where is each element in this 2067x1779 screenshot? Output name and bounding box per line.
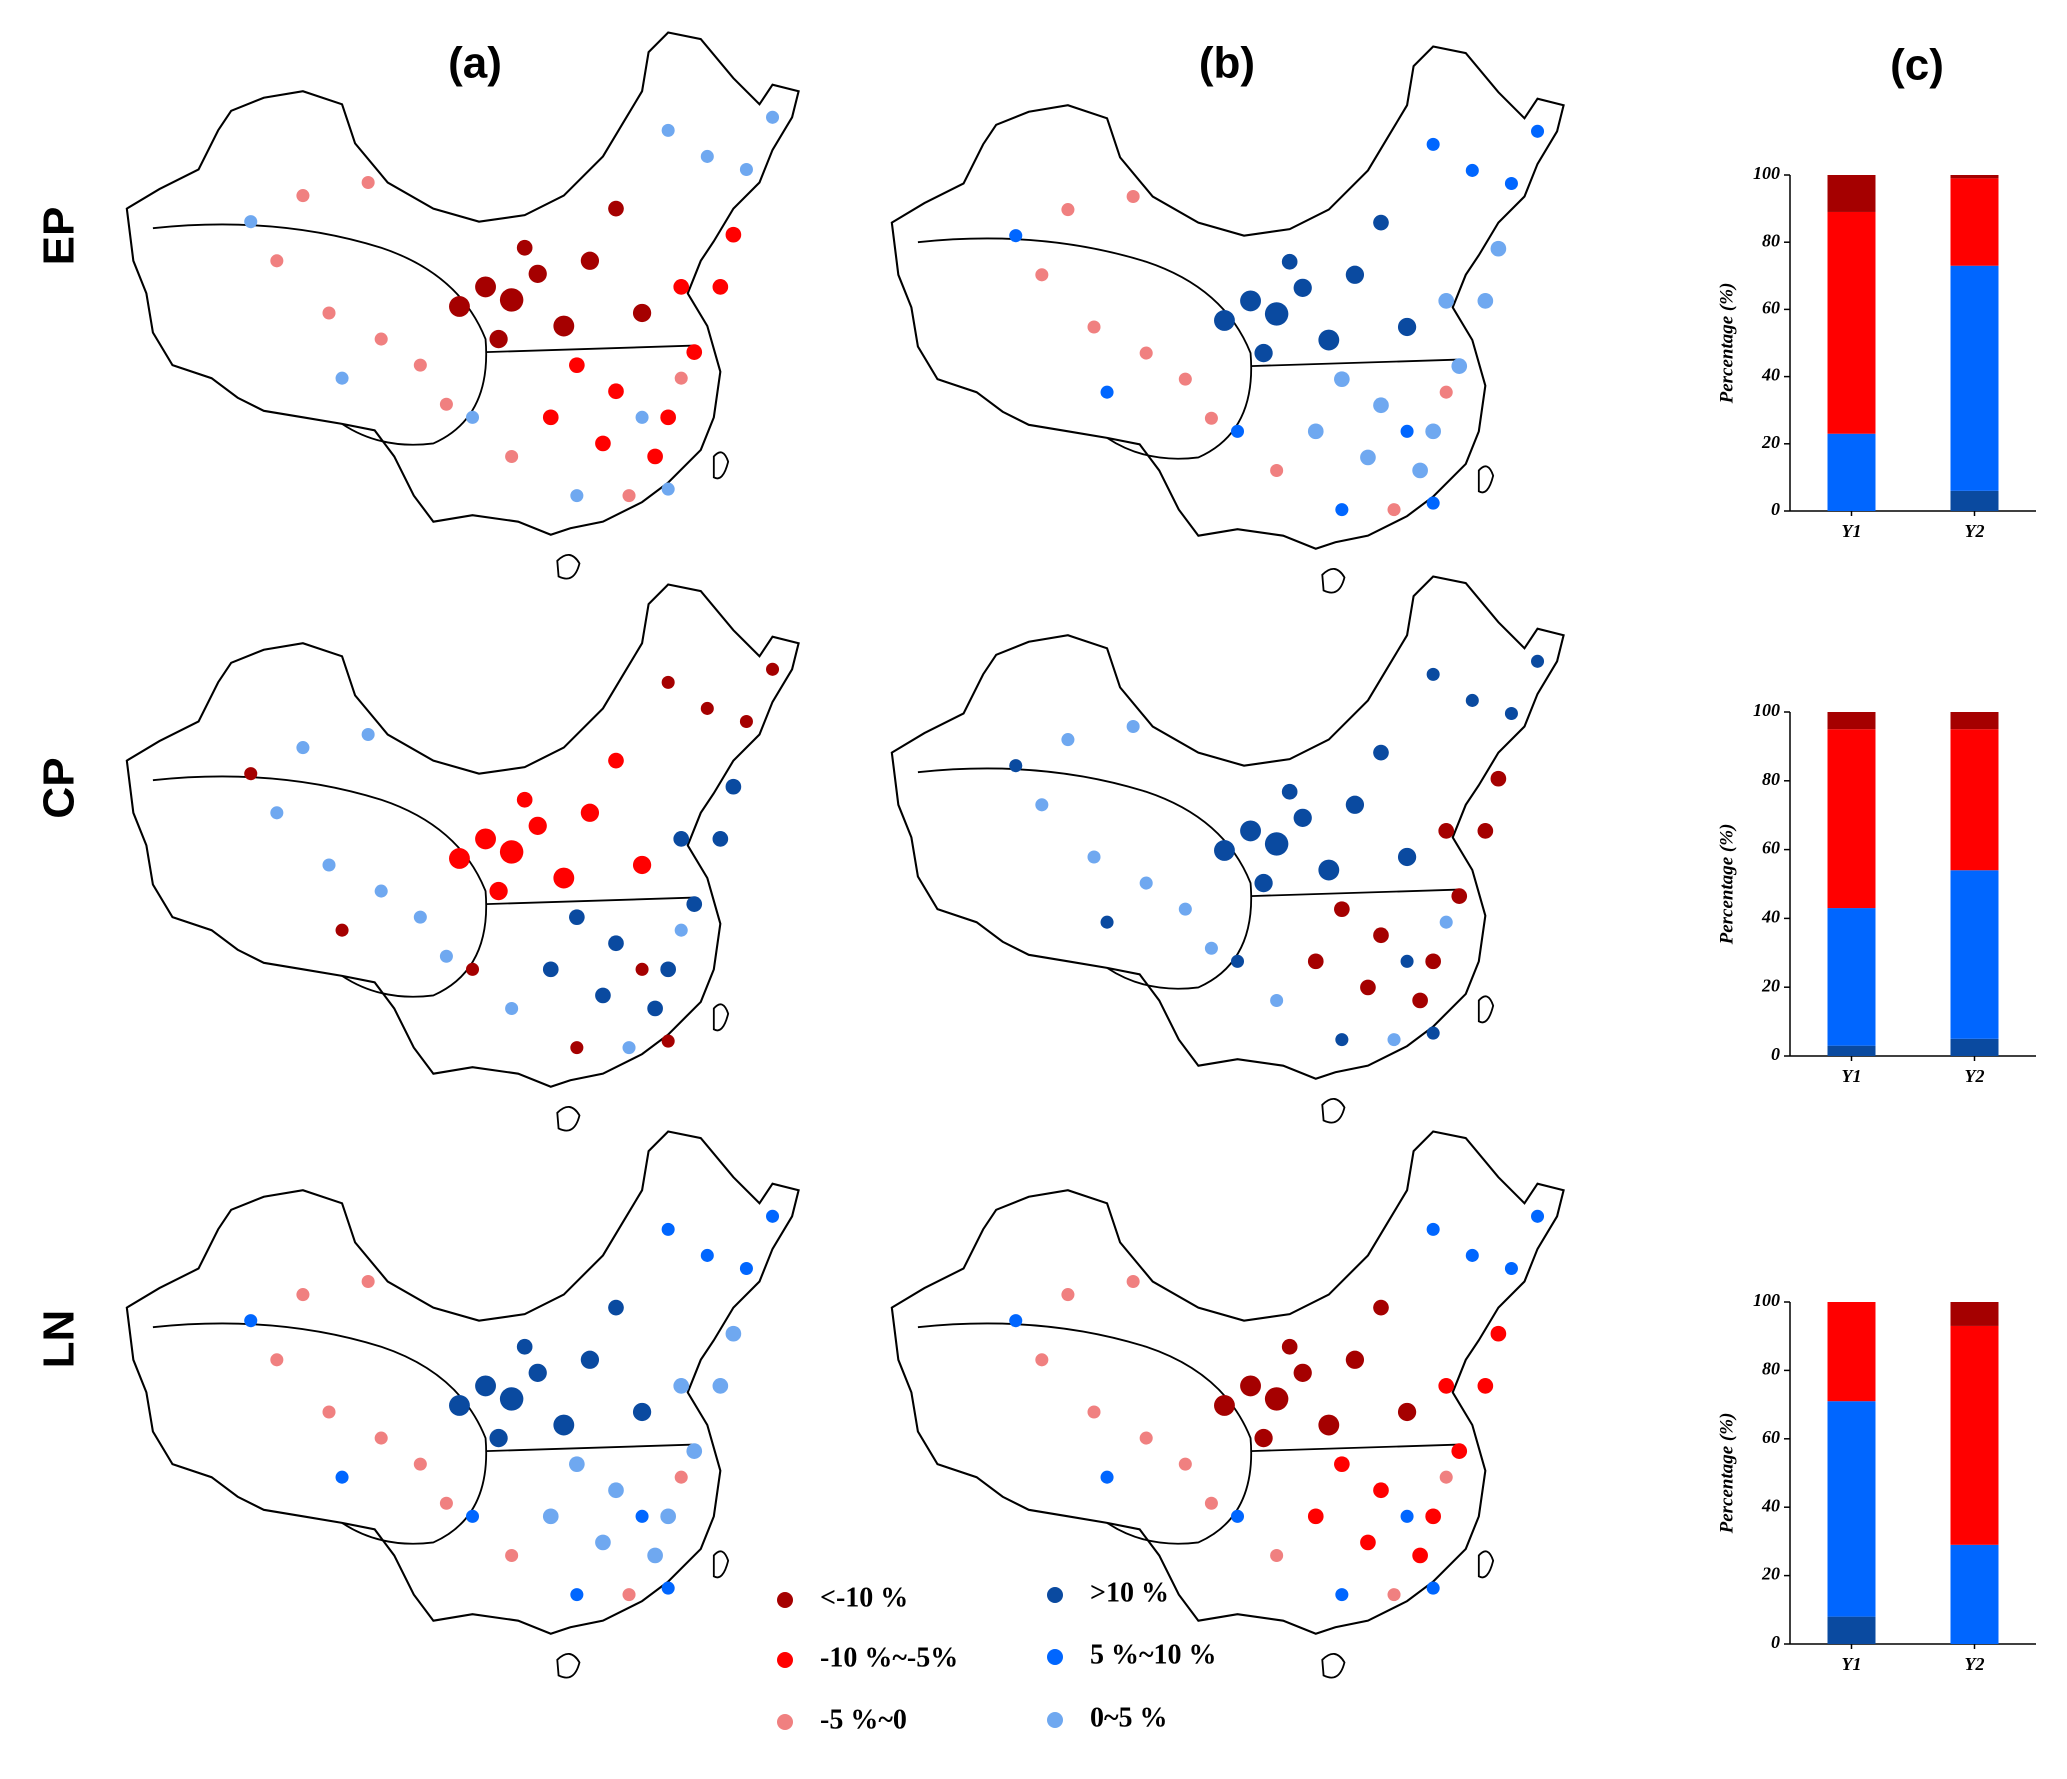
y-tick-label: 100 xyxy=(1753,700,1780,720)
bar-segment xyxy=(1827,908,1876,1046)
x-tick-label: Y1 xyxy=(1842,521,1862,541)
y-tick-label: 0 xyxy=(1771,499,1780,519)
legend-marker xyxy=(777,1592,793,1608)
y-tick-label: 0 xyxy=(1771,1044,1780,1064)
legend-marker xyxy=(1047,1649,1063,1665)
panel-label: (c) xyxy=(1890,41,1944,90)
bar-segment xyxy=(1827,1302,1876,1402)
bar-segment xyxy=(1950,1302,1999,1326)
legend-label: >10 % xyxy=(1090,1577,1169,1608)
bar-segment xyxy=(1827,1401,1876,1617)
legend-marker xyxy=(777,1652,793,1668)
y-tick-label: 100 xyxy=(1753,1290,1780,1310)
bar-segment xyxy=(1827,433,1876,511)
row-label: CP xyxy=(35,757,84,818)
y-axis-label: Percentage (%) xyxy=(1716,824,1737,946)
maps xyxy=(125,31,1565,1679)
bar-segment xyxy=(1950,729,1999,871)
bar-segment xyxy=(1827,1045,1876,1056)
row-label: LN xyxy=(35,1310,84,1369)
y-tick-label: 80 xyxy=(1762,230,1780,250)
map xyxy=(890,1130,1565,1679)
map xyxy=(125,31,800,580)
legend-label: -10 %~-5% xyxy=(820,1642,958,1673)
y-tick-label: 100 xyxy=(1753,163,1780,183)
bar-segment xyxy=(1827,712,1876,730)
bar-segment xyxy=(1827,729,1876,909)
map xyxy=(125,583,800,1132)
map xyxy=(890,575,1565,1124)
x-tick-label: Y2 xyxy=(1965,1066,1985,1086)
legend-marker xyxy=(1047,1587,1063,1603)
legend-marker xyxy=(1047,1712,1063,1728)
bar-segment xyxy=(1950,870,1999,1039)
legend-marker xyxy=(777,1714,793,1730)
y-axis-label: Percentage (%) xyxy=(1716,283,1737,405)
y-tick-label: 60 xyxy=(1762,298,1780,318)
bar-segment xyxy=(1950,265,1999,491)
x-tick-label: Y1 xyxy=(1842,1654,1862,1674)
y-tick-label: 20 xyxy=(1761,1564,1780,1584)
bar-segment xyxy=(1827,1616,1876,1644)
row-label: EP xyxy=(35,207,84,266)
y-tick-label: 40 xyxy=(1761,365,1780,385)
y-tick-label: 20 xyxy=(1761,432,1780,452)
bar-segment xyxy=(1950,1544,1999,1644)
bar-segment xyxy=(1950,1038,1999,1056)
bar-segment xyxy=(1950,178,1999,266)
y-tick-label: 20 xyxy=(1761,975,1780,995)
x-tick-label: Y1 xyxy=(1842,1066,1862,1086)
y-tick-label: 60 xyxy=(1762,838,1780,858)
bar-segment xyxy=(1827,211,1876,434)
x-tick-label: Y2 xyxy=(1965,1654,1985,1674)
legend-label: 0~5 % xyxy=(1090,1702,1168,1733)
y-tick-label: 40 xyxy=(1761,907,1780,927)
bar-segment xyxy=(1950,712,1999,730)
panel-label: (b) xyxy=(1199,39,1255,88)
y-tick-label: 80 xyxy=(1762,769,1780,789)
x-tick-label: Y2 xyxy=(1965,521,1985,541)
bar-segment xyxy=(1950,490,1999,511)
bar-segment xyxy=(1950,175,1999,179)
legend-label: -5 %~0 xyxy=(820,1704,907,1735)
y-tick-label: 80 xyxy=(1762,1359,1780,1379)
y-tick-label: 0 xyxy=(1771,1632,1780,1652)
map xyxy=(125,1130,800,1679)
y-tick-label: 40 xyxy=(1761,1495,1780,1515)
panel-label: (a) xyxy=(448,39,502,88)
legend-label: 5 %~10 % xyxy=(1090,1639,1217,1670)
y-tick-label: 60 xyxy=(1762,1427,1780,1447)
legend-label: <-10 % xyxy=(820,1582,908,1613)
y-axis-label: Percentage (%) xyxy=(1716,1413,1737,1535)
bar-segment xyxy=(1827,175,1876,212)
map xyxy=(890,45,1565,594)
bar-segment xyxy=(1950,1325,1999,1545)
